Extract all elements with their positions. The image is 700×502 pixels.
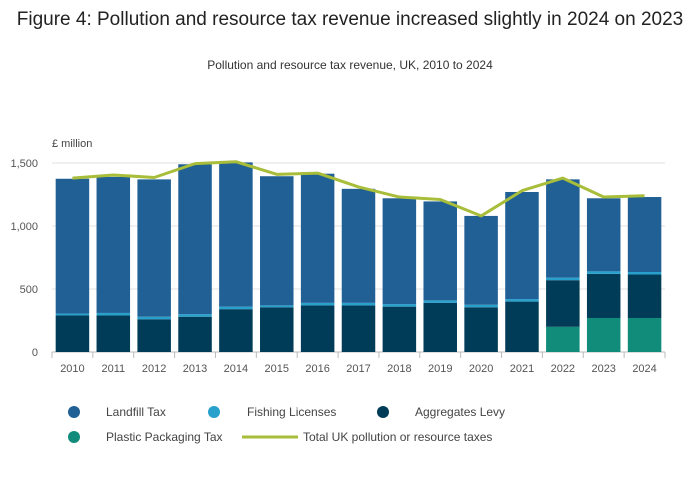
bar-segment-aggregates-levy-2015 [260, 307, 294, 352]
y-tick-label: 0 [32, 347, 38, 359]
legend-swatch [68, 431, 80, 443]
bar-segment-landfill-tax-2024 [627, 197, 662, 272]
legend-label: Aggregates Levy [415, 405, 505, 419]
bar-segment-fishing-licenses-2017 [341, 302, 376, 306]
bar-segment-fishing-licenses-2010 [55, 313, 90, 316]
x-tick-label: 2021 [510, 363, 534, 375]
bar-segment-landfill-tax-2018 [382, 198, 417, 305]
bars [55, 162, 662, 352]
bar-segment-aggregates-levy-2011 [96, 315, 131, 352]
bar-segment-aggregates-levy-2020 [464, 307, 498, 352]
bar-segment-landfill-tax-2017 [341, 188, 376, 303]
bar-segment-aggregates-levy-2018 [382, 306, 417, 352]
bar-segment-aggregates-levy-2012 [137, 319, 171, 352]
legend: Landfill Tax Fishing Licenses Aggregates L… [68, 405, 505, 444]
bar-segment-landfill-tax-2014 [219, 162, 253, 307]
bar-segment-landfill-tax-2015 [260, 176, 294, 306]
x-tick-label: 2022 [551, 363, 575, 375]
x-tick-label: 2023 [591, 363, 615, 375]
bar-segment-aggregates-levy-2013 [178, 316, 212, 352]
bar-segment-landfill-tax-2022 [546, 179, 580, 278]
chart-subtitle: Pollution and resource tax revenue, UK, … [207, 58, 493, 72]
y-tick-label: 500 [20, 284, 38, 296]
bar-segment-landfill-tax-2016 [300, 173, 335, 303]
bar-segment-fishing-licenses-2018 [382, 304, 417, 307]
x-tick-label: 2014 [224, 363, 248, 375]
bar-segment-fishing-licenses-2016 [300, 302, 335, 306]
x-tick-label: 2016 [305, 363, 329, 375]
bar-segment-aggregates-levy-2019 [423, 302, 457, 352]
bar-segment-aggregates-levy-2022 [546, 280, 580, 327]
bar-segment-fishing-licenses-2015 [260, 305, 294, 308]
legend-label: Fishing Licenses [247, 405, 336, 419]
x-tick-label: 2015 [265, 363, 289, 375]
chart-title: Figure 4: Pollution and resource tax rev… [16, 9, 684, 30]
legend-swatch [377, 406, 389, 418]
legend-label: Landfill Tax [106, 405, 166, 419]
bar-segment-landfill-tax-2013 [178, 164, 212, 315]
bar-segment-fishing-licenses-2022 [546, 277, 580, 281]
bar-segment-plastic-packaging-tax-2023 [586, 317, 621, 352]
legend-swatch [208, 406, 220, 418]
x-tick-label: 2010 [60, 363, 84, 375]
bar-segment-aggregates-levy-2010 [55, 315, 90, 352]
bar-segment-plastic-packaging-tax-2022 [546, 326, 580, 352]
x-tick-label: 2018 [387, 363, 411, 375]
bar-segment-landfill-tax-2021 [505, 191, 539, 300]
x-tick-label: 2013 [183, 363, 207, 375]
bar-segment-fishing-licenses-2021 [505, 299, 539, 302]
y-axis: 0 500 1,000 1,500 [10, 158, 38, 359]
legend-label: Total UK pollution or resource taxes [303, 430, 492, 444]
bar-segment-aggregates-levy-2023 [586, 273, 621, 318]
x-tick-label: 2011 [101, 363, 125, 375]
legend-swatch [68, 406, 80, 418]
bar-segment-fishing-licenses-2023 [586, 271, 621, 274]
bar-segment-aggregates-levy-2016 [300, 305, 335, 352]
x-tick-label: 2017 [346, 363, 370, 375]
bar-segment-fishing-licenses-2020 [464, 304, 498, 308]
bar-segment-landfill-tax-2020 [464, 215, 498, 305]
total-line-group [72, 160, 645, 218]
x-tick-label: 2012 [142, 363, 166, 375]
x-tick-label: 2019 [428, 363, 452, 375]
bar-segment-landfill-tax-2011 [96, 176, 131, 313]
x-tick-label: 2024 [632, 363, 656, 375]
total-line [72, 160, 645, 218]
y-tick-label: 1,000 [10, 221, 38, 233]
bar-segment-fishing-licenses-2014 [219, 306, 253, 310]
x-axis: 2010 2011 2012 2013 2014 2015 2016 2017 2018 2019… [51, 352, 666, 375]
legend-label: Plastic Packaging Tax [106, 430, 223, 444]
bar-segment-landfill-tax-2019 [423, 201, 457, 301]
bar-segment-fishing-licenses-2019 [423, 300, 457, 303]
bar-segment-landfill-tax-2023 [586, 198, 621, 272]
bar-segment-fishing-licenses-2024 [627, 271, 662, 275]
bar-segment-landfill-tax-2010 [55, 178, 90, 314]
bar-segment-aggregates-levy-2021 [505, 301, 539, 352]
bar-segment-fishing-licenses-2011 [96, 312, 131, 316]
bar-segment-landfill-tax-2012 [137, 179, 171, 317]
x-tick-label: 2020 [469, 363, 493, 375]
y-tick-label: 1,500 [10, 158, 38, 170]
y-axis-label: £ million [52, 138, 92, 150]
bar-segment-fishing-licenses-2013 [178, 314, 212, 317]
bar-segment-aggregates-levy-2014 [219, 309, 253, 352]
bar-segment-fishing-licenses-2012 [137, 316, 171, 320]
bar-segment-aggregates-levy-2017 [341, 305, 376, 352]
bar-segment-plastic-packaging-tax-2024 [627, 317, 662, 352]
bar-segment-aggregates-levy-2024 [627, 274, 662, 318]
